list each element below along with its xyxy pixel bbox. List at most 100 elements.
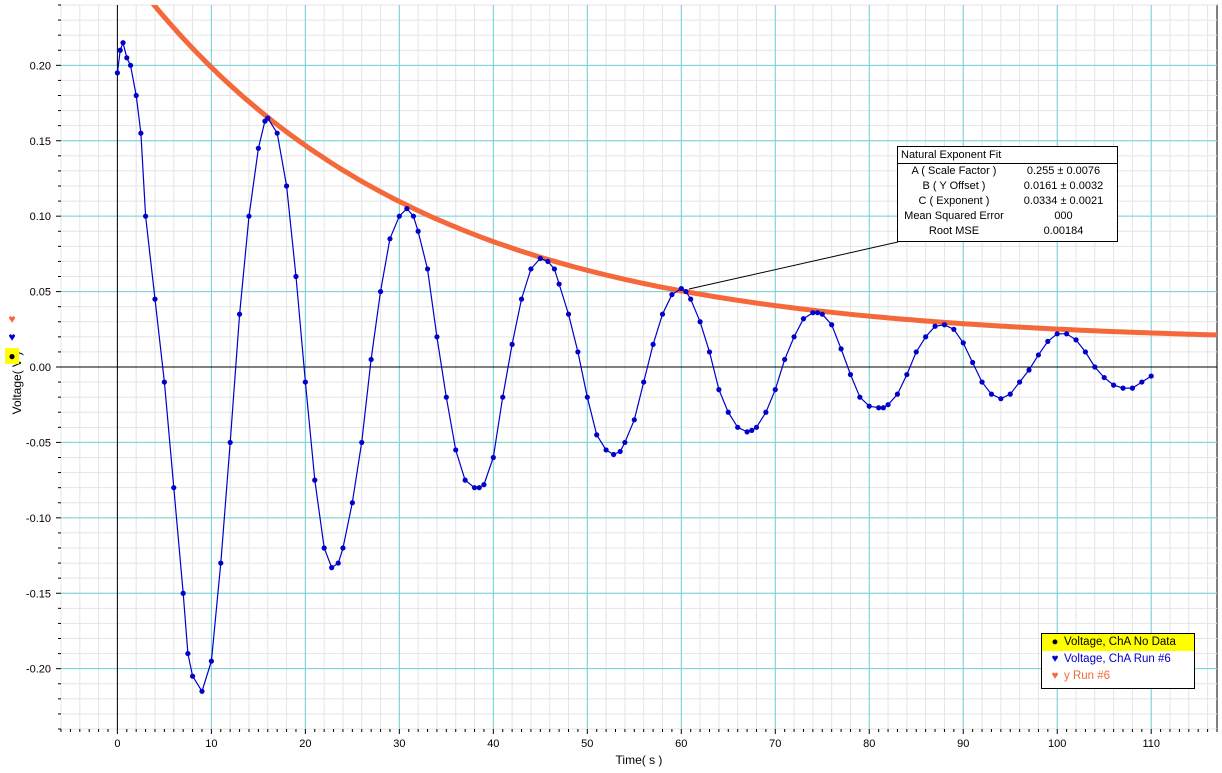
y-tick-label: 0.00	[30, 362, 51, 374]
data-point	[941, 322, 948, 328]
data-point	[127, 62, 134, 68]
x-tick-label: 110	[1142, 738, 1160, 750]
x-tick-label: 80	[863, 738, 875, 750]
data-point	[387, 236, 393, 242]
data-point	[114, 70, 120, 76]
data-point	[1054, 331, 1060, 337]
data-point	[246, 213, 252, 219]
data-point	[185, 650, 191, 657]
y-tick-label: -0.15	[26, 588, 51, 600]
data-point	[120, 40, 126, 46]
y-tick-label: 0.05	[30, 287, 51, 299]
heart-icon: ♥	[1051, 670, 1059, 682]
fit-param-value: 0.0334 ± 0.0021	[1023, 195, 1104, 207]
data-point	[988, 391, 995, 397]
x-tick-label: 70	[769, 738, 781, 750]
data-point	[885, 402, 891, 408]
fit-param-label: Mean Squared Error	[904, 210, 1004, 222]
fit-results-box[interactable]: Natural Exponent Fit A ( Scale Factor ) 0…	[897, 146, 1118, 242]
data-point	[349, 500, 355, 506]
data-point	[1017, 379, 1023, 385]
data-point	[814, 310, 821, 316]
fit-param-label: B ( Y Offset )	[922, 180, 986, 192]
data-point	[199, 688, 205, 694]
data-point	[556, 281, 562, 287]
major-grid	[61, 5, 1217, 729]
data-point	[565, 311, 572, 317]
data-point	[725, 409, 731, 415]
data-point	[236, 311, 243, 317]
fit-param-label: A ( Scale Factor )	[911, 165, 997, 177]
legend[interactable]: ● Voltage, ChA No Data ♥ Voltage, ChA Ru…	[1041, 633, 1195, 689]
data-point	[1129, 385, 1136, 391]
data-point	[340, 545, 346, 551]
data-point	[753, 424, 760, 430]
data-point	[847, 371, 854, 378]
data-point	[641, 379, 647, 385]
data-point	[180, 590, 186, 596]
legend-label: Voltage, ChA Run #6	[1064, 653, 1171, 665]
legend-item-fit-run6[interactable]: ♥ y Run #6	[1042, 668, 1194, 685]
x-tick-label: 10	[205, 738, 217, 750]
fit-row: B ( Y Offset ) 0.0161 ± 0.0032	[898, 179, 1117, 194]
y-tick-label: -0.10	[26, 513, 51, 525]
heart-icon[interactable]: ♥	[8, 330, 16, 344]
data-point	[152, 296, 158, 302]
x-axis-title: Time( s )	[616, 753, 663, 767]
data-point	[749, 427, 755, 433]
data-point	[791, 334, 797, 340]
data-point	[923, 334, 929, 340]
data-point	[829, 322, 835, 328]
heart-icon: ♥	[1051, 653, 1059, 665]
data-point	[218, 560, 224, 566]
y-axis-title: Voltage( V )	[10, 352, 24, 415]
data-point	[866, 403, 872, 409]
data-point	[274, 130, 280, 136]
data-point	[683, 288, 689, 295]
data-point	[500, 394, 506, 400]
data-point	[611, 451, 617, 458]
x-tick-label: 100	[1048, 738, 1066, 750]
data-point	[838, 346, 844, 352]
x-tick-label: 30	[393, 738, 405, 750]
fit-param-label: Root MSE	[928, 225, 980, 237]
data-point	[763, 409, 769, 415]
dot-icon[interactable]: ●	[5, 348, 19, 364]
data-point	[735, 424, 741, 430]
fit-row: A ( Scale Factor ) 0.255 ± 0.0076	[898, 164, 1117, 179]
data-point	[706, 349, 713, 355]
legend-item-no-data[interactable]: ● Voltage, ChA No Data	[1042, 634, 1194, 651]
data-point	[551, 266, 558, 272]
data-point	[951, 326, 957, 332]
data-point	[189, 673, 196, 679]
data-point	[1064, 331, 1070, 337]
data-point	[434, 334, 440, 340]
data-point	[490, 454, 496, 461]
data-point	[782, 356, 788, 363]
fit-row: Root MSE 0.00184	[898, 224, 1117, 239]
data-point	[142, 213, 149, 219]
data-point	[1035, 352, 1042, 358]
data-point	[410, 213, 417, 219]
data-point	[584, 394, 590, 400]
data-point	[894, 391, 901, 397]
data-point	[377, 288, 384, 295]
data-line	[116, 40, 1152, 693]
data-point	[528, 266, 534, 272]
data-point	[171, 485, 177, 491]
y-tick-label: 0.20	[30, 60, 51, 72]
data-point	[1120, 385, 1126, 391]
y-tick-label: 0.10	[30, 211, 51, 223]
legend-item-run6[interactable]: ♥ Voltage, ChA Run #6	[1042, 651, 1194, 668]
x-tick-label: 40	[487, 738, 499, 750]
data-point	[932, 323, 938, 329]
data-point	[265, 115, 271, 121]
data-point	[1139, 379, 1145, 385]
x-tick-label: 20	[299, 738, 311, 750]
y-tick-label: -0.20	[26, 664, 51, 676]
data-point	[321, 545, 327, 551]
data-point	[1007, 391, 1013, 397]
heart-icon[interactable]: ♥	[8, 312, 16, 326]
data-point	[1082, 349, 1089, 355]
